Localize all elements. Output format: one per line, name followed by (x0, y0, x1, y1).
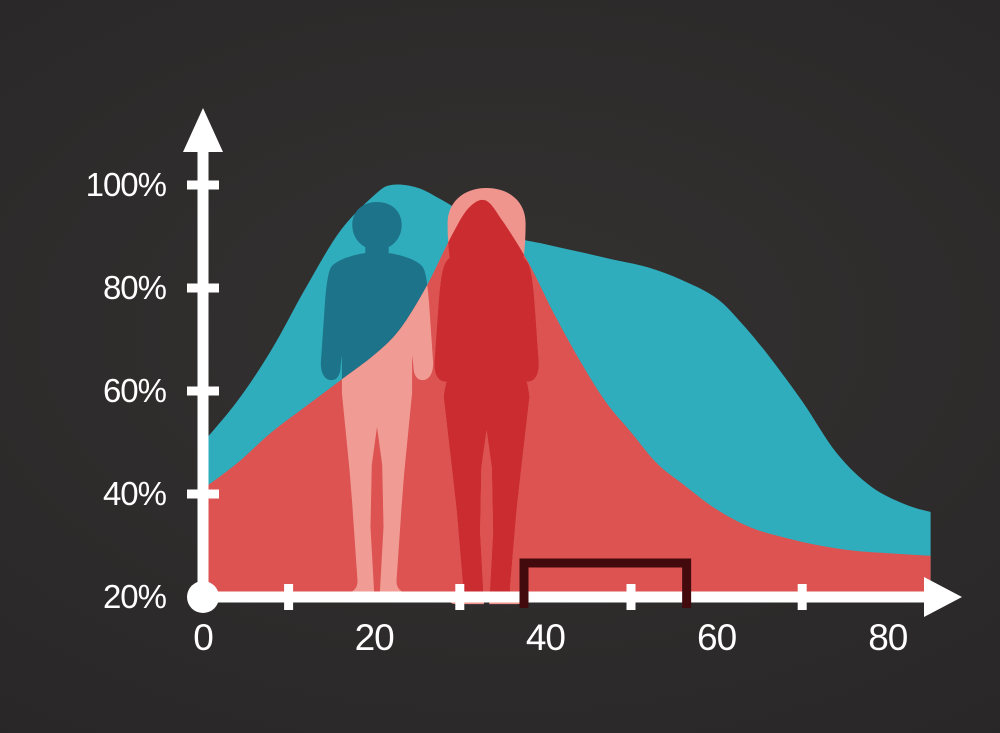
x-axis-label: 60 (697, 617, 737, 658)
y-axis-tick (187, 180, 219, 190)
range-bracket-annotation (519, 558, 692, 608)
y-axis-label: 100% (86, 166, 167, 203)
x-axis-line (203, 591, 925, 603)
y-axis-label: 40% (103, 475, 167, 512)
x-axis-label: 80 (868, 617, 908, 658)
x-axis-arrow-icon (924, 577, 962, 617)
y-axis-tick (187, 386, 219, 396)
y-axis-arrow-icon (183, 108, 223, 152)
x-axis-label: 0 (193, 617, 213, 658)
y-axis-tick (187, 283, 219, 293)
x-axis-tick (797, 584, 807, 610)
axes (183, 108, 962, 617)
y-axis-label: 80% (103, 269, 167, 306)
origin-dot (187, 581, 219, 613)
x-axis-label: 20 (355, 617, 395, 658)
x-axis-tick (626, 584, 636, 610)
y-axis-tick (187, 489, 219, 499)
y-axis-line (197, 148, 209, 603)
y-axis-label: 60% (103, 372, 167, 409)
y-axis-label: 20% (103, 578, 167, 615)
x-axis-label: 40 (526, 617, 566, 658)
axis-labels: 100% 80% 60% 40% 20% 0 20 40 60 80 (86, 166, 909, 658)
x-axis-tick (455, 584, 465, 610)
x-axis-tick (284, 584, 294, 610)
